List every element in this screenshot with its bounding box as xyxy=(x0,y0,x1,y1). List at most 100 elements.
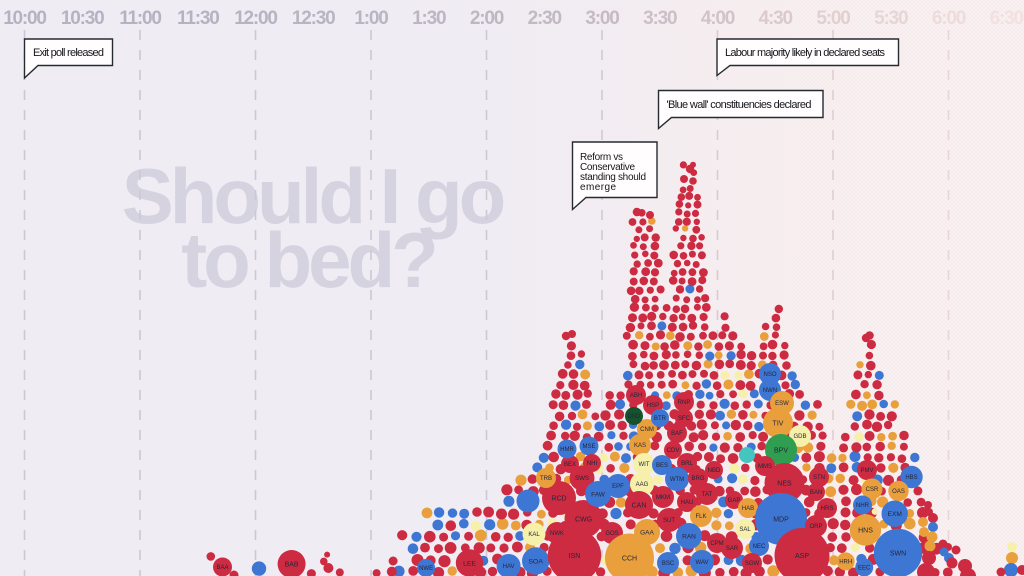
svg-text:SAR: SAR xyxy=(726,546,739,552)
svg-text:5:00: 5:00 xyxy=(816,8,850,29)
svg-text:12:00: 12:00 xyxy=(234,8,277,29)
svg-text:BRL: BRL xyxy=(681,461,693,467)
svg-text:standing should: standing should xyxy=(580,172,646,183)
svg-text:DND: DND xyxy=(628,414,642,420)
svg-text:BRG: BRG xyxy=(691,476,704,482)
svg-text:EXM: EXM xyxy=(888,511,902,518)
svg-text:EPF: EPF xyxy=(612,484,624,490)
svg-text:10:30: 10:30 xyxy=(61,8,104,29)
svg-text:BAN: BAN xyxy=(810,490,822,496)
svg-text:4:30: 4:30 xyxy=(759,8,793,29)
svg-text:ORP: ORP xyxy=(809,524,822,530)
svg-text:HNS: HNS xyxy=(858,528,873,535)
svg-text:NWE: NWE xyxy=(419,566,433,572)
svg-text:1:00: 1:00 xyxy=(354,8,388,29)
svg-text:HAV: HAV xyxy=(503,564,515,570)
svg-text:EEC: EEC xyxy=(858,566,871,572)
svg-text:CCH: CCH xyxy=(622,556,637,563)
svg-text:2:00: 2:00 xyxy=(470,8,504,29)
svg-text:MDP: MDP xyxy=(773,517,789,524)
svg-text:RCD: RCD xyxy=(551,495,566,502)
svg-text:5:30: 5:30 xyxy=(874,8,908,29)
svg-text:emerge: emerge xyxy=(580,182,616,193)
svg-text:WTM: WTM xyxy=(670,477,684,483)
svg-text:to bed?: to bed? xyxy=(181,216,435,304)
svg-text:CPM: CPM xyxy=(710,541,723,547)
svg-text:HAB: HAB xyxy=(742,506,754,512)
svg-text:SOA: SOA xyxy=(529,558,544,565)
svg-text:FAW: FAW xyxy=(591,491,606,498)
svg-text:LEE: LEE xyxy=(463,560,476,567)
svg-text:SWS: SWS xyxy=(575,475,589,482)
svg-text:HRS: HRS xyxy=(821,506,834,512)
svg-text:4:00: 4:00 xyxy=(701,8,735,29)
svg-text:ASP: ASP xyxy=(795,553,809,560)
svg-text:TRB: TRB xyxy=(540,476,552,482)
svg-text:BAA: BAA xyxy=(216,565,228,571)
svg-text:Reform vs: Reform vs xyxy=(580,152,623,163)
svg-text:SGW: SGW xyxy=(745,561,760,567)
svg-text:MMS: MMS xyxy=(758,464,772,470)
svg-text:SUT: SUT xyxy=(663,518,675,524)
svg-text:BAB: BAB xyxy=(285,562,299,569)
svg-text:PMV: PMV xyxy=(860,468,873,474)
svg-text:NEC: NEC xyxy=(753,544,766,550)
svg-text:6:30: 6:30 xyxy=(990,8,1024,29)
svg-text:6:00: 6:00 xyxy=(932,8,966,29)
svg-text:CNM: CNM xyxy=(640,427,654,433)
svg-text:RNP: RNP xyxy=(678,400,691,406)
svg-text:NWN: NWN xyxy=(763,388,777,394)
svg-text:BTR: BTR xyxy=(654,416,667,422)
svg-text:GAA: GAA xyxy=(640,529,654,536)
svg-text:NSO: NSO xyxy=(763,372,776,378)
svg-text:Should I go: Should I go xyxy=(122,152,504,240)
svg-text:MKM: MKM xyxy=(656,495,670,501)
svg-text:CWG: CWG xyxy=(575,517,592,524)
svg-text:NBD: NBD xyxy=(708,468,721,474)
svg-text:BEX: BEX xyxy=(564,462,576,468)
svg-text:BPV: BPV xyxy=(774,447,788,454)
svg-text:TAT: TAT xyxy=(702,492,713,498)
svg-text:ABH: ABH xyxy=(630,393,642,399)
svg-text:NES: NES xyxy=(777,480,792,487)
svg-text:KAS: KAS xyxy=(634,443,646,449)
svg-text:TIV: TIV xyxy=(773,420,784,427)
svg-text:Labour majority likely in decl: Labour majority likely in declared seats xyxy=(725,47,886,59)
svg-text:AAG: AAG xyxy=(636,482,649,488)
svg-text:3:00: 3:00 xyxy=(585,8,619,29)
svg-text:HMR: HMR xyxy=(560,447,574,453)
svg-text:11:30: 11:30 xyxy=(177,8,219,29)
svg-text:MSE: MSE xyxy=(582,444,595,450)
svg-text:Conservative: Conservative xyxy=(580,162,635,173)
svg-text:BAF: BAF xyxy=(671,431,683,437)
svg-text:GDB: GDB xyxy=(793,434,806,440)
svg-text:NHR: NHR xyxy=(856,503,870,509)
svg-text:CAN: CAN xyxy=(632,502,647,509)
svg-text:HRH: HRH xyxy=(839,560,852,566)
svg-text:'Blue wall' constituencies dec: 'Blue wall' constituencies declared xyxy=(667,99,812,111)
svg-text:STN: STN xyxy=(813,475,825,481)
svg-text:SFC: SFC xyxy=(678,416,691,422)
svg-text:KAL: KAL xyxy=(528,532,540,538)
svg-text:FLK: FLK xyxy=(695,514,706,520)
svg-text:HSP: HSP xyxy=(647,403,659,409)
svg-text:WIT: WIT xyxy=(639,462,650,468)
svg-text:11:00: 11:00 xyxy=(119,8,161,29)
svg-text:2:30: 2:30 xyxy=(528,8,562,29)
svg-text:HAU: HAU xyxy=(681,500,694,506)
svg-text:BES: BES xyxy=(656,463,668,469)
svg-text:OAS: OAS xyxy=(892,489,905,495)
svg-text:3:30: 3:30 xyxy=(643,8,677,29)
svg-text:NHI: NHI xyxy=(587,461,598,467)
svg-text:SWN: SWN xyxy=(890,551,906,558)
svg-text:RAN: RAN xyxy=(682,533,696,540)
svg-text:12:30: 12:30 xyxy=(292,8,335,29)
svg-text:ESW: ESW xyxy=(775,401,789,407)
svg-text:Exit poll released: Exit poll released xyxy=(33,47,104,59)
svg-text:CSR: CSR xyxy=(866,487,879,493)
svg-text:GOS: GOS xyxy=(605,531,618,537)
svg-text:HBS: HBS xyxy=(905,475,917,481)
svg-text:10:00: 10:00 xyxy=(3,8,46,29)
svg-text:GAP: GAP xyxy=(728,498,741,504)
svg-text:SAL: SAL xyxy=(739,527,751,533)
